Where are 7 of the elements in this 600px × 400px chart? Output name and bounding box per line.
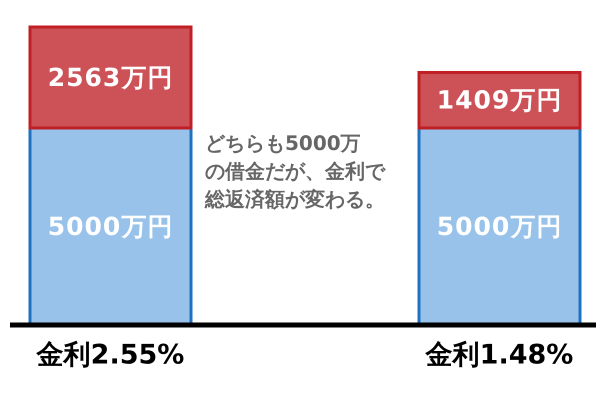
annotation: どちらも5000万の借金だが、金利で総返済額が変わる。: [204, 131, 386, 211]
data-label: 5000万円: [436, 212, 562, 241]
data-label: 5000万円: [48, 212, 174, 241]
data-label: 2563万円: [48, 62, 174, 92]
x-tick-label: 金利1.48%: [424, 340, 574, 370]
x-tick-label: 金利2.55%: [36, 340, 184, 370]
data-label: 1409万円: [436, 86, 562, 115]
